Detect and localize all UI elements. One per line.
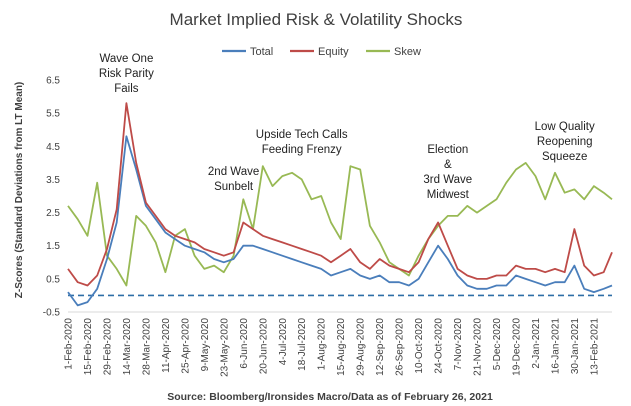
annotation-text: Low Quality: [535, 121, 595, 133]
x-tick-label: 13-Feb-2021: [589, 318, 600, 376]
legend-label-total: Total: [250, 46, 273, 58]
annotation-text: &: [444, 159, 452, 171]
x-tick-label: 24-Oct-2020: [434, 318, 445, 374]
x-tick-label: 5-Dec-2020: [492, 318, 503, 371]
x-tick-label: 11-Apr-2020: [161, 318, 172, 373]
y-tick-label: 0.5: [46, 274, 60, 285]
annotation-text: Fails: [114, 83, 139, 95]
x-tick-label: 2-Jan-2021: [531, 318, 542, 369]
annotation-text: Squeeze: [542, 151, 587, 163]
x-tick-label: 28-Mar-2020: [141, 318, 152, 376]
annotation-text: 3rd Wave: [423, 174, 472, 186]
x-tick-label: 15-Feb-2020: [83, 318, 94, 376]
x-tick-label: 30-Jan-2021: [570, 318, 581, 375]
x-tick-label: 15-Aug-2020: [336, 318, 347, 376]
y-tick-label: 1.5: [46, 241, 60, 252]
x-tick-label: 21-Nov-2020: [473, 318, 484, 376]
x-tick-label: 16-Jan-2021: [551, 318, 562, 375]
x-tick-label: 19-Dec-2020: [512, 318, 523, 376]
annotation-text: Feeding Frenzy: [262, 144, 342, 156]
x-tick-label: 23-May-2020: [219, 318, 230, 377]
x-tick-label: 20-Jun-2020: [258, 318, 269, 375]
x-tick-label: 9-May-2020: [200, 318, 211, 372]
x-tick-label: 29-Feb-2020: [103, 318, 114, 376]
series-line-total: [67, 135, 613, 307]
annotation-text: Sunbelt: [214, 181, 254, 193]
x-tick-label: 14-Mar-2020: [122, 318, 133, 376]
y-tick-label: 3.5: [46, 175, 60, 186]
source-note: Source: Bloomberg/Ironsides Macro/Data a…: [167, 391, 493, 403]
x-tick-label: 6-Jun-2020: [239, 318, 250, 369]
series-line-skew: [67, 161, 613, 287]
y-tick-label: 5.5: [46, 109, 60, 120]
y-tick-label: 2.5: [46, 208, 60, 219]
x-tick-label: 18-Jul-2020: [297, 318, 308, 371]
x-tick-label: 26-Sep-2020: [395, 318, 406, 376]
annotation-text: Wave One: [99, 53, 153, 65]
legend-label-equity: Equity: [318, 46, 349, 58]
legend: Total Equity Skew: [222, 46, 421, 58]
annotation-text: Election: [427, 144, 468, 156]
x-tick-label: 7-Nov-2020: [453, 318, 464, 371]
x-tick-label: 10-Oct-2020: [414, 318, 425, 374]
chart-title: Market Implied Risk & Volatility Shocks: [170, 10, 463, 29]
annotation-text: Risk Parity: [99, 68, 154, 80]
series-line-equity: [67, 102, 613, 287]
y-axis-label: Z-Scores (Standard Deviations from LT Me…: [14, 82, 25, 299]
y-tick-label: 4.5: [46, 142, 60, 153]
y-tick-label: 6.5: [46, 76, 60, 87]
y-axis-ticks: 6.5 5.5 4.5 3.5 2.5 1.5 0.5 -0.5: [43, 76, 61, 319]
annotation-text: 2nd Wave: [208, 166, 259, 178]
series-lines: [67, 102, 613, 307]
x-tick-label: 29-Aug-2020: [356, 318, 367, 376]
annotation-text: Upside Tech Calls: [256, 129, 348, 141]
x-tick-label: 1-Aug-2020: [317, 318, 328, 371]
legend-label-skew: Skew: [394, 46, 421, 58]
x-axis-ticks: 1-Feb-2020 15-Feb-2020 29-Feb-2020 14-Mar-2…: [64, 318, 601, 377]
x-tick-label: 25-Apr-2020: [180, 318, 191, 374]
annotation-text: Midwest: [427, 189, 470, 201]
annotation-text: Reopening: [537, 136, 593, 148]
x-tick-label: 1-Feb-2020: [64, 318, 75, 370]
x-tick-label: 12-Sep-2020: [375, 318, 386, 376]
y-tick-label: -0.5: [43, 308, 61, 319]
annotations: Wave One Risk Parity Fails 2nd Wave Sunbelt U…: [99, 53, 595, 201]
x-tick-label: 4-Jul-2020: [278, 318, 289, 366]
